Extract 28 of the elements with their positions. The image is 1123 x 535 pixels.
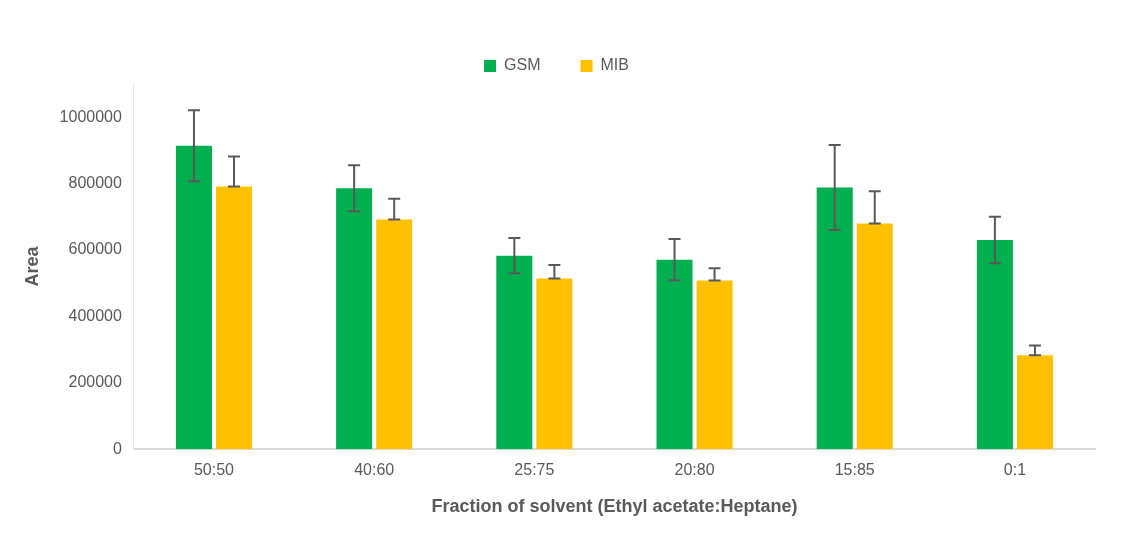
bar (816, 187, 853, 450)
bar (376, 219, 413, 450)
legend-label: MIB (600, 56, 629, 74)
bar (215, 186, 253, 450)
x-tick-label: 25:75 (514, 461, 555, 479)
x-tick-label: 40:60 (354, 461, 395, 479)
bar (696, 280, 733, 450)
x-tick-label: 0:1 (1003, 461, 1027, 479)
x-axis-title: Fraction of solvent (Ethyl acetate:Heptane) (431, 496, 798, 517)
x-tick-label: 20:80 (674, 461, 715, 479)
legend-label: GSM (504, 56, 541, 74)
bar (1016, 355, 1053, 450)
y-tick-label: 1000000 (59, 107, 122, 125)
bar (336, 188, 373, 450)
y-tick-label: 400000 (68, 306, 122, 324)
y-tick-label: 200000 (68, 373, 122, 391)
y-tick-label: 0 (112, 439, 122, 457)
y-axis-title: Area (21, 245, 42, 287)
bar (496, 255, 533, 450)
y-tick-label: 800000 (68, 174, 122, 192)
bar (536, 278, 573, 450)
bar (976, 240, 1013, 450)
x-tick-label: 50:50 (193, 461, 235, 479)
y-tick-label: 600000 (68, 240, 122, 258)
x-tick-label: 15:85 (834, 461, 875, 479)
bar (856, 223, 893, 450)
bar (656, 259, 693, 450)
bar (175, 145, 212, 450)
